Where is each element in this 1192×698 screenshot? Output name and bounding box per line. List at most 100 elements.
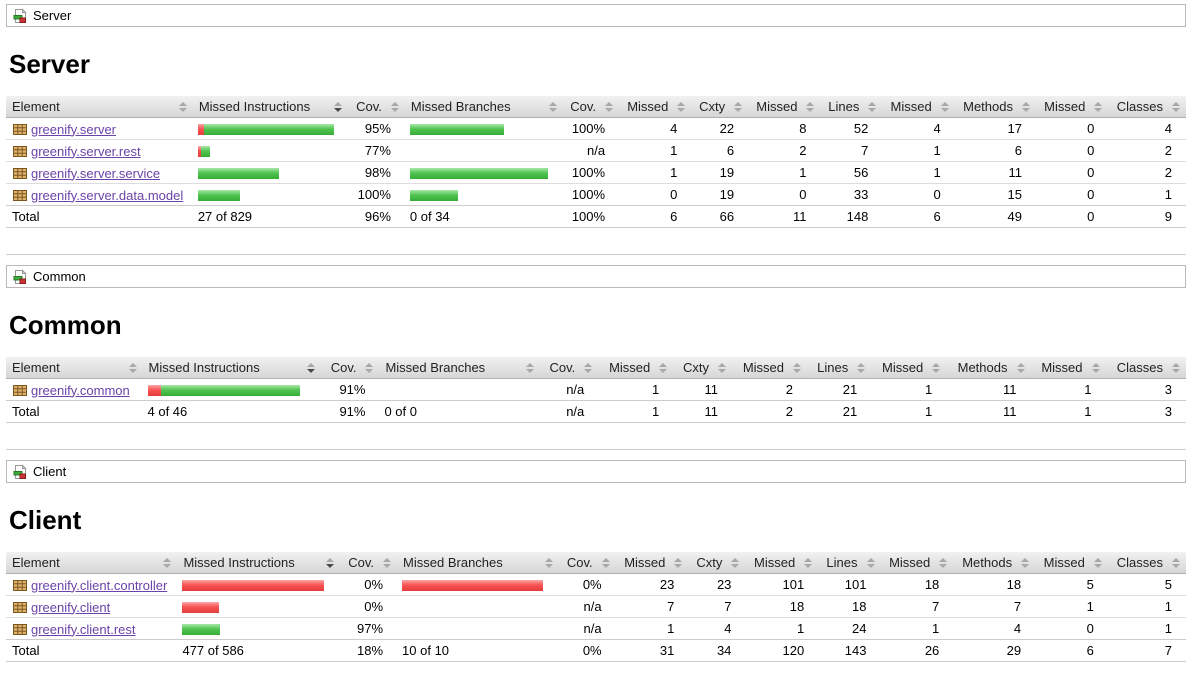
column-header[interactable]: Cxty <box>691 96 749 118</box>
column-header[interactable]: Methods <box>946 357 1031 379</box>
column-header[interactable]: Cov. <box>539 357 599 379</box>
table-total-row: Total 4 of 46 91% 0 of 0 n/a 1 11 2 21 1 11 1 3 <box>6 400 1186 423</box>
total-counter-cell: 11 <box>673 400 733 423</box>
column-header[interactable]: Missed <box>619 96 692 118</box>
sort-icon <box>365 362 374 373</box>
column-header[interactable]: Missed <box>871 357 947 379</box>
column-header[interactable]: Element <box>6 357 143 379</box>
sort-icon <box>1172 362 1180 373</box>
column-header[interactable]: Cov. <box>320 357 380 379</box>
sort-icon <box>1093 557 1102 568</box>
branches-coverage-cell: 100% <box>562 183 620 206</box>
column-header[interactable]: Missed <box>880 552 954 574</box>
column-header[interactable]: Classes <box>1107 552 1186 574</box>
column-header-label: Classes <box>1116 99 1163 114</box>
column-header[interactable]: Missed <box>745 552 819 574</box>
package-link[interactable]: greenify.server.rest <box>31 143 141 159</box>
column-header[interactable]: Cov. <box>348 96 405 118</box>
element-cell: greenify.server <box>6 118 193 140</box>
column-header[interactable]: Missed <box>598 357 674 379</box>
column-header[interactable]: Missed <box>1035 552 1108 574</box>
column-header-label: Classes <box>1116 360 1163 375</box>
column-header[interactable]: Missed Branches <box>404 96 563 118</box>
branches-coverage-cell: n/a <box>558 595 616 618</box>
column-header[interactable]: Lines <box>818 552 881 574</box>
column-header[interactable]: Missed <box>1036 96 1109 118</box>
column-header[interactable]: Methods <box>953 552 1036 574</box>
column-header-wrap: Element <box>6 555 177 570</box>
column-header-wrap: Missed <box>732 360 807 375</box>
column-header[interactable]: Missed Branches <box>379 357 540 379</box>
column-header[interactable]: Classes <box>1108 96 1186 118</box>
instructions-bar-cell <box>192 139 349 162</box>
column-header-label: Missed Instructions <box>183 555 295 570</box>
coverage-bar <box>402 579 549 591</box>
column-header[interactable]: Missed Instructions <box>177 552 341 574</box>
total-counter-cell: 120 <box>745 639 819 662</box>
package-link[interactable]: greenify.server.data.model <box>31 187 184 203</box>
column-header[interactable]: Missed <box>615 552 689 574</box>
counter-cell: 2 <box>748 139 821 162</box>
column-header[interactable]: Missed <box>882 96 955 118</box>
counter-cell: 101 <box>844 577 867 592</box>
missed-bar-segment <box>182 601 220 613</box>
package-link[interactable]: greenify.server <box>31 121 117 137</box>
counter-cell: 11 <box>704 382 719 397</box>
column-header-label: Missed <box>754 555 796 570</box>
column-header[interactable]: Element <box>6 552 178 574</box>
section-title: Server <box>9 49 90 79</box>
counter-cell: 2 <box>785 382 794 397</box>
package-link[interactable]: greenify.common <box>31 382 130 398</box>
column-header[interactable]: Missed Branches <box>397 552 559 574</box>
column-header[interactable]: Missed Instructions <box>192 96 349 118</box>
column-header[interactable]: Missed <box>1030 357 1106 379</box>
column-header[interactable]: Cxty <box>673 357 733 379</box>
column-header-label: Cov. <box>566 555 593 570</box>
column-header[interactable]: Missed <box>732 357 808 379</box>
column-header-wrap: Classes <box>1108 99 1186 114</box>
column-header[interactable]: Cov. <box>340 552 398 574</box>
column-header[interactable]: Missed Instructions <box>142 357 321 379</box>
coverage-bar <box>182 623 330 635</box>
counter-cell: 23 <box>716 577 732 592</box>
total-counter-cell: 31 <box>615 639 689 662</box>
column-header-wrap: Cov. <box>348 99 404 114</box>
branches-coverage-cell: n/a <box>562 139 620 162</box>
coverage-bar <box>182 601 330 613</box>
branches-bar-cell <box>379 379 539 401</box>
total-instructions-cell: 4 of 46 <box>142 400 321 423</box>
column-header-wrap: Missed Branches <box>379 360 539 375</box>
package-link[interactable]: greenify.client <box>31 599 111 615</box>
counter-cell: 7 <box>688 595 746 618</box>
column-header[interactable]: Missed <box>748 96 821 118</box>
package-link[interactable]: greenify.server.service <box>31 165 161 181</box>
counter-cell: 19 <box>691 161 749 184</box>
total-counter-cell: 3 <box>1105 400 1186 423</box>
column-header[interactable]: Lines <box>807 357 872 379</box>
column-header[interactable]: Classes <box>1105 357 1186 379</box>
package-row: greenify.client.controller 0% 0% 23 23 101 101… <box>6 574 1186 596</box>
column-header[interactable]: Lines <box>820 96 883 118</box>
missed-bar-segment <box>147 384 161 396</box>
counter-cell: 3 <box>1164 382 1172 397</box>
sort-icon <box>390 101 399 112</box>
column-header[interactable]: Cxty <box>688 552 746 574</box>
package-link[interactable]: greenify.client.controller <box>31 577 168 593</box>
column-header-wrap: Missed Instructions <box>143 360 321 375</box>
column-header-label: Cov. <box>570 99 597 114</box>
counter-cell: 23 <box>659 577 675 592</box>
column-header[interactable]: Cov. <box>562 96 620 118</box>
sort-icon <box>306 362 315 373</box>
counter-cell: 0 <box>1036 161 1109 184</box>
element-cell: greenify.server.data.model <box>6 183 193 206</box>
report-group-icon <box>12 463 28 480</box>
coverage-table: Element Missed Instructions Cov. Missed Bra… <box>6 96 1186 228</box>
element-cell: greenify.client.rest <box>6 617 178 640</box>
column-header[interactable]: Cov. <box>558 552 616 574</box>
package-link[interactable]: greenify.client.rest <box>31 621 136 637</box>
column-header[interactable]: Methods <box>954 96 1036 118</box>
total-counter-cell: 49 <box>954 205 1036 228</box>
package-row: greenify.common 91% n/a 1 11 2 21 1 11 1 3 <box>6 379 1186 401</box>
column-header[interactable]: Element <box>6 96 193 118</box>
coverage-table: Element Missed Instructions Cov. Missed Bra… <box>6 357 1186 423</box>
